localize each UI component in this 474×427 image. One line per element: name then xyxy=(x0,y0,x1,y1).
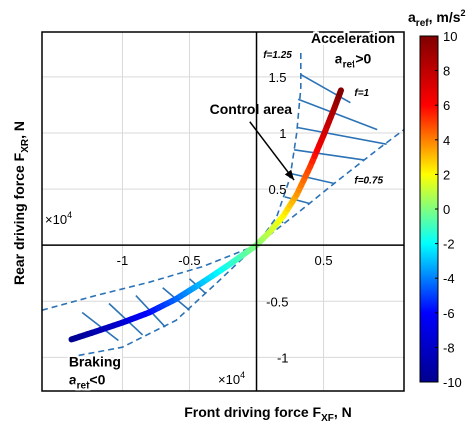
y-tick-label: -1 xyxy=(277,350,289,365)
curve-label-f075: f=0.75 xyxy=(354,175,383,186)
annotations: f=1.25 f=1 f=0.75 Control area Acceleration B… xyxy=(67,28,397,393)
colorbar-label: aref, m/s2 xyxy=(408,8,466,29)
control-area-arrow-shaft xyxy=(249,121,295,181)
accel-condition: aref>0 xyxy=(335,50,372,70)
series-f-1-25-boundary xyxy=(41,51,302,311)
y-tick-label: 1 xyxy=(279,126,286,141)
colorbar-tick-label: 8 xyxy=(443,64,450,79)
colorbar-tick-label: -8 xyxy=(443,340,455,355)
colorbar-tick-label: -10 xyxy=(443,375,462,390)
control-area-line xyxy=(81,311,119,342)
x-tick-label: 0.5 xyxy=(315,253,333,268)
braking-label: Braking xyxy=(69,353,121,369)
plot-area xyxy=(41,51,405,359)
curve-segment xyxy=(336,87,344,97)
y-tick-label: -0.5 xyxy=(266,294,288,309)
colorbar-tick-label: 2 xyxy=(443,167,450,182)
colorbar-tick-label: 4 xyxy=(443,133,450,148)
brake-condition: aref<0 xyxy=(69,371,106,391)
y-axis-label: Rear driving force FXR, N xyxy=(11,121,31,285)
zero-axes xyxy=(42,32,404,391)
colorbar-tick-label: 0 xyxy=(443,202,450,217)
control-area-arrow-head xyxy=(284,169,295,181)
control-area-line xyxy=(293,149,364,161)
y-tick-label: 0.5 xyxy=(268,182,286,197)
x-tick-label: -0.5 xyxy=(178,253,200,268)
curve-label-f125: f=1.25 xyxy=(263,50,292,61)
plot-frame xyxy=(41,31,405,392)
control-area-line xyxy=(289,172,335,185)
colorbar-tick-label: -2 xyxy=(443,237,455,252)
colorbar: 10 8 6 4 2 0 -2 -4 -6 -8 -10 xyxy=(419,29,462,390)
control-area-line xyxy=(284,196,311,205)
x-axis-label: Front driving force FXF, N xyxy=(184,404,352,424)
colorbar-tick-label: -6 xyxy=(443,306,455,321)
x-tick-label: -1 xyxy=(117,253,129,268)
control-area-label: Control area xyxy=(210,101,293,117)
tick-labels: -1 -0.5 0.5 1.5 1 0.5 -0.5 -1 xyxy=(117,70,333,365)
y-tick-label: 1.5 xyxy=(268,70,286,85)
control-area-line xyxy=(296,126,387,145)
control-area-line xyxy=(297,98,378,131)
control-area-line xyxy=(300,73,351,104)
acceleration-label: Acceleration xyxy=(311,30,395,46)
colorbar-tick-label: 10 xyxy=(443,29,457,44)
curve-label-f1: f=1 xyxy=(354,88,369,99)
colorbar-tick-label: 6 xyxy=(443,98,450,113)
grid xyxy=(42,32,404,391)
y-axis-multiplier: ×104 xyxy=(45,210,72,227)
colorbar-tick-label: -4 xyxy=(443,271,455,286)
x-axis-multiplier: ×104 xyxy=(218,370,245,387)
